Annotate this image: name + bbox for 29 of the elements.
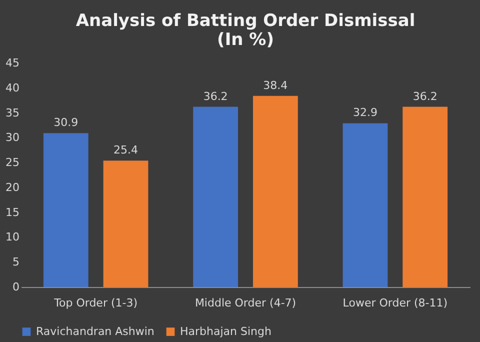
text: Analysis of Batting Order Dismissal — [76, 11, 416, 31]
y-tick-label: 0 — [12, 280, 20, 294]
data-label: 38.4 — [263, 78, 288, 92]
data-label: 36.2 — [412, 90, 438, 103]
x-tick-label: Lower Order (8-11) — [342, 296, 448, 310]
y-tick-label: 10 — [6, 230, 20, 244]
x-tick-label: Middle Order (4-7) — [194, 296, 296, 310]
data-label: 25.4 — [114, 144, 138, 157]
data-label: 32.9 — [352, 106, 378, 120]
bar — [43, 133, 88, 287]
legend-label: Harbhajan Singh — [180, 324, 272, 338]
legend-label: Ravichandran Ashwin — [36, 324, 154, 338]
y-tick-label: 40 — [6, 81, 20, 94]
y-tick-label: 25 — [6, 156, 20, 170]
bar — [103, 160, 148, 287]
y-tick-label: 35 — [6, 106, 20, 120]
text: (In %) — [217, 30, 274, 50]
data-label: 36.2 — [203, 90, 228, 103]
bar — [402, 106, 448, 287]
y-tick-label: 20 — [6, 180, 20, 194]
bar — [193, 106, 238, 287]
data-label: 30.9 — [54, 116, 78, 130]
y-tick-label: 5 — [12, 256, 20, 269]
bar — [252, 96, 298, 287]
bar — [342, 123, 388, 287]
y-tick-label: 45 — [6, 56, 20, 70]
y-tick-label: 30 — [6, 131, 20, 144]
x-tick-label: Top Order (1-3) — [53, 296, 138, 310]
y-tick-label: 15 — [6, 206, 20, 219]
